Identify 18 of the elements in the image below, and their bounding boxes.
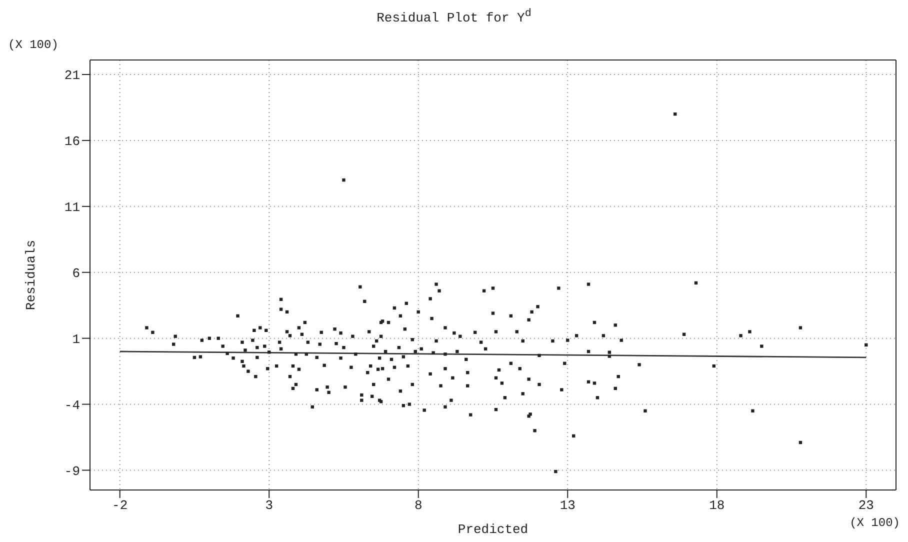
y-tick-label: -9 — [64, 464, 80, 479]
text: (X 100) — [8, 38, 58, 52]
x-tick-label: 23 — [858, 498, 874, 514]
x-tick-label: 13 — [560, 498, 576, 514]
x-tick-label: 18 — [709, 498, 725, 514]
y-tick-label: -4 — [64, 398, 80, 413]
y-tick-label: 11 — [64, 200, 80, 216]
x-tick-label: -2 — [112, 498, 128, 514]
y-tick-label: 6 — [72, 266, 80, 281]
x-axis-title: Predicted — [458, 522, 528, 537]
chart-title: Residual Plot for Y$^{d}$ — [376, 8, 532, 26]
x-tick-label: 8 — [414, 498, 422, 514]
y-tick-label: 21 — [64, 68, 80, 84]
text: (X 100) — [850, 516, 900, 530]
y-tick-label: 1 — [72, 332, 80, 347]
y-tick-label: 16 — [64, 134, 80, 150]
y-axis-title: Residuals — [24, 240, 39, 310]
x-tick-label: 3 — [265, 498, 274, 514]
